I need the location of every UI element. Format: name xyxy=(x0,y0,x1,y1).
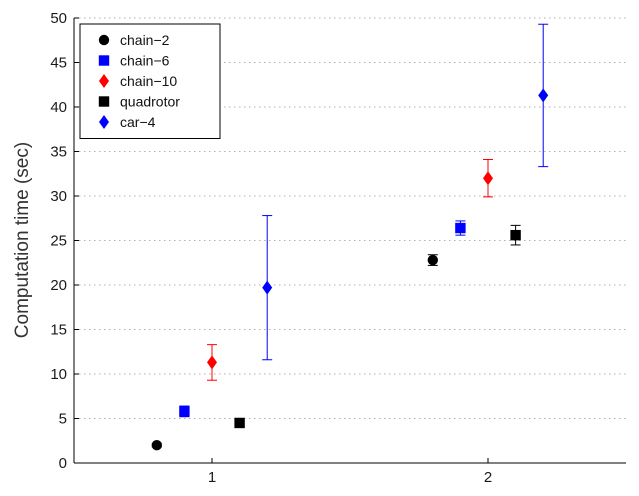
legend-label: car−4 xyxy=(120,114,156,130)
data-point xyxy=(538,88,549,103)
x-tick-label: 2 xyxy=(484,469,492,486)
y-tick-label: 10 xyxy=(50,366,67,383)
data-point xyxy=(151,440,162,451)
grid xyxy=(74,17,626,419)
legend-marker xyxy=(98,34,110,46)
y-tick-label: 15 xyxy=(50,322,67,339)
y-tick-label: 5 xyxy=(59,411,67,428)
legend: chain−2 chain−6 chain−10 quadrotor car−4 xyxy=(79,23,221,139)
data-point xyxy=(427,254,438,266)
data-point xyxy=(483,171,493,186)
y-tick-label: 20 xyxy=(50,277,67,294)
data-point xyxy=(510,229,521,241)
y-tick-label: 35 xyxy=(50,144,67,161)
x-tick-label: 1 xyxy=(208,469,216,486)
y-tick-label: 50 xyxy=(50,10,67,27)
legend-label: chain−6 xyxy=(120,53,170,69)
data-point xyxy=(179,406,190,417)
legend-label: chain−10 xyxy=(120,73,177,89)
data-point xyxy=(262,280,273,295)
data-point xyxy=(234,417,245,429)
data-marks xyxy=(151,23,549,451)
y-axis-title: Computation time (sec) xyxy=(12,142,33,338)
y-tick-label: 45 xyxy=(50,55,67,72)
legend-marker xyxy=(98,96,110,107)
y-tick-label: 0 xyxy=(59,455,67,472)
data-point xyxy=(207,355,217,370)
legend-marker xyxy=(98,55,110,66)
y-tick-label: 25 xyxy=(50,233,67,250)
legend-marker xyxy=(99,115,109,129)
legend-label: quadrotor xyxy=(120,94,180,110)
legend-marker xyxy=(99,74,109,88)
y-tick-label: 30 xyxy=(50,188,67,205)
legend-label: chain−2 xyxy=(120,32,170,48)
axes: 0 5 10 15 20 25 30 35 40 45 50 1 2 xyxy=(50,10,626,486)
y-tick-label: 40 xyxy=(50,99,67,116)
data-point xyxy=(455,222,466,234)
